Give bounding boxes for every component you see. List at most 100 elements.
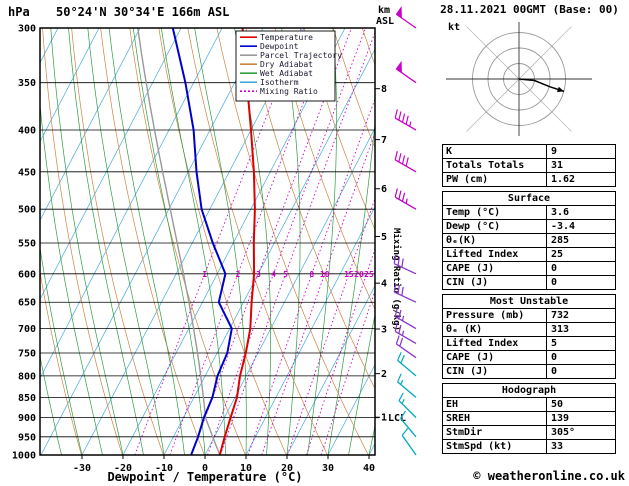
isotherm-line	[163, 48, 375, 455]
row-label: Pressure (mb)	[443, 309, 547, 322]
temp-tick-label: 20	[281, 463, 293, 474]
pressure-tick-label: 300	[18, 24, 36, 35]
row-value: 0	[551, 352, 558, 363]
mixing-ratio-axis-label: Mixing Ratio (g/kg)	[391, 228, 402, 331]
row-value: 9	[551, 146, 558, 157]
km-tick-label: 3	[381, 325, 387, 336]
pressure-tick-label: 650	[18, 298, 36, 309]
wind-barb	[394, 307, 417, 330]
dry-adiabat-line	[42, 28, 123, 455]
mixing-ratio-line	[261, 131, 375, 455]
row-label: CIN (J)	[443, 276, 547, 289]
row-value: 31	[551, 160, 564, 171]
row-label: PW (cm)	[443, 173, 547, 186]
km-axis-label: km	[378, 5, 390, 16]
info-panel: 28.11.2021 00GMT (Base: 00) kt K 9 Totals …	[430, 0, 629, 486]
isotherm-line	[40, 28, 264, 455]
hodograph-arrow	[557, 86, 564, 93]
pressure-tick-label: 550	[18, 238, 36, 249]
km-tick-label: 7	[381, 135, 387, 146]
legend-label: Wet Adiabat	[260, 69, 313, 78]
asl-axis-label: ASL	[376, 16, 394, 27]
isotherm-line	[327, 363, 375, 455]
isotherm-line	[40, 28, 100, 143]
row-label: Lifted Index	[443, 337, 547, 350]
table-section-title: Hodograph	[501, 385, 557, 396]
dry-adiabat-line	[332, 28, 375, 150]
wind-barb	[394, 151, 417, 173]
temp-tick-label: -20	[114, 463, 132, 474]
isotherm-line	[0, 28, 17, 455]
lcl-label: LCL	[388, 413, 406, 424]
copyright: © weatheronline.co.uk	[473, 469, 625, 483]
mixing-ratio-line	[134, 28, 302, 455]
table-row: CAPE (J) 0	[443, 350, 615, 364]
mixing-ratio-value-label: 3	[256, 270, 261, 279]
pressure-tick-label: 450	[18, 167, 36, 178]
row-value: 285	[551, 235, 570, 246]
mixing-ratio-value-label: 1	[202, 270, 207, 279]
skewt-chart: hPa 50°24'N 30°34'E 166m ASL km ASL Mixi…	[0, 5, 430, 484]
pressure-tick-label: 600	[18, 269, 36, 280]
wind-barb	[393, 254, 417, 275]
row-label: SREH	[443, 412, 547, 425]
pressure-tick-label: 750	[18, 348, 36, 359]
table-row: StmDir 305°	[443, 425, 615, 439]
index-tables: K 9 Totals Totals 31 PW (cm) 1.62 Surface Temp…	[442, 144, 621, 454]
hodograph-table: Hodograph EH 50 SREH 139 StmDir 305° StmSpd (kt…	[442, 383, 616, 454]
wet-adiabat-line	[87, 28, 165, 455]
hodograph-trace	[518, 78, 565, 93]
legend-label: Isotherm	[260, 78, 299, 87]
wind-barb	[394, 188, 417, 210]
row-value: 33	[551, 441, 564, 452]
row-label: Totals Totals	[443, 159, 547, 172]
wet-adiabat-line	[40, 354, 62, 455]
row-value: 1.62	[551, 174, 576, 185]
dry-adiabat-line	[303, 28, 375, 231]
x-axis-label: Dewpoint / Temperature (°C)	[107, 470, 302, 484]
table-row: StmSpd (kt) 33	[443, 439, 615, 453]
indices-table: K 9 Totals Totals 31 PW (cm) 1.62	[442, 144, 616, 187]
row-value: 313	[551, 324, 570, 335]
row-value: 3.6	[551, 207, 570, 218]
table-row: CIN (J) 0	[443, 275, 615, 289]
row-value: -3.4	[551, 221, 576, 232]
temperature-curve	[218, 28, 256, 455]
km-tick-label: 4	[381, 279, 387, 290]
plot-frame	[39, 27, 376, 456]
table-row: Totals Totals 31	[443, 158, 615, 172]
wind-barb	[400, 410, 417, 438]
table-row: θₑ(K) 285	[443, 233, 615, 247]
km-tick-label: 6	[381, 184, 387, 195]
table-row: Temp (°C) 3.6	[443, 205, 615, 219]
mixing-ratio-value-label: 15	[344, 270, 354, 279]
row-label: EH	[443, 398, 547, 411]
km-tick-label: 5	[381, 232, 387, 243]
row-value: 50	[551, 399, 564, 410]
isotherm-line	[286, 285, 375, 455]
mixing-ratio-value-label: 20	[354, 270, 364, 279]
legend-label: Dry Adiabat	[260, 60, 313, 69]
mixing-ratio-value-label: 5	[283, 270, 288, 279]
datetime-title: 28.11.2021 00GMT (Base: 00)	[440, 3, 619, 16]
table-section-title: Most Unstable	[489, 296, 569, 307]
pressure-tick-label: 500	[18, 205, 36, 216]
legend-label: Mixing Ratio	[260, 87, 318, 96]
most-unstable-table: Most Unstable Pressure (mb) 732 θₑ (K) 313 Li…	[442, 294, 616, 379]
row-label: Dewp (°C)	[443, 220, 547, 233]
table-row: CAPE (J) 0	[443, 261, 615, 275]
mixing-ratio-value-label: 8	[309, 270, 314, 279]
wet-adiabat-line	[132, 28, 206, 455]
dry-adiabat-line	[420, 28, 430, 455]
temp-tick-label: 0	[202, 463, 208, 474]
row-value: 5	[551, 338, 558, 349]
row-label: CIN (J)	[443, 365, 547, 378]
temp-tick-label: -30	[73, 463, 91, 474]
dewpoint-curve	[171, 28, 233, 455]
table-row: θₑ (K) 313	[443, 322, 615, 336]
row-label: StmDir	[443, 426, 547, 439]
row-value: 732	[551, 310, 570, 321]
hodograph: kt	[446, 22, 592, 136]
temp-tick-label: 30	[322, 463, 334, 474]
